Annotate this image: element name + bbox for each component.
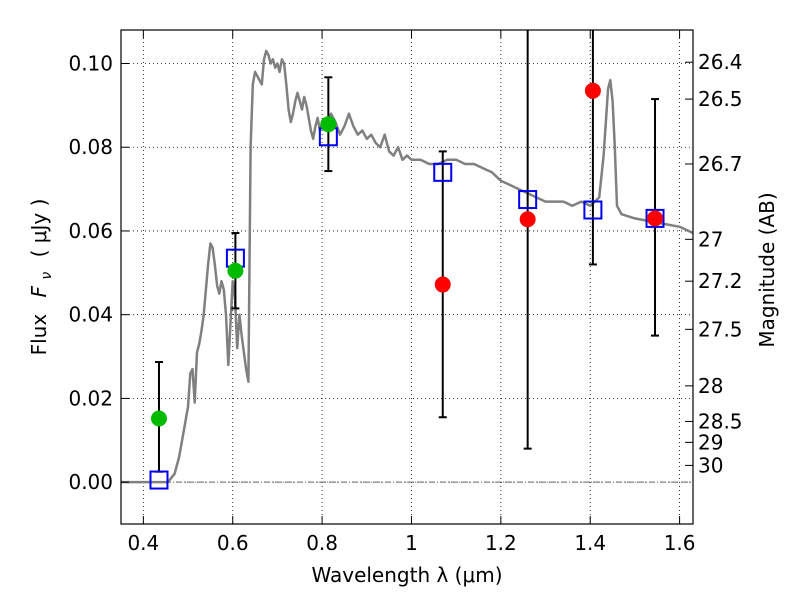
right-tick-label-9: 30 xyxy=(698,453,723,477)
right-tick-label-3: 27 xyxy=(698,227,723,251)
y-axis-label-unit: ( μJy ) xyxy=(27,199,51,258)
y-tick-label-0: 0.00 xyxy=(68,470,113,494)
observed-flux-point-3 xyxy=(434,276,451,293)
y-tick-label-5: 0.10 xyxy=(68,51,113,75)
observed-flux-point-4 xyxy=(519,211,536,228)
x-tick-label-3: 1 xyxy=(405,531,418,555)
x-axis-label: Wavelength λ (μm) xyxy=(311,563,502,587)
model-photometry-square-0 xyxy=(149,470,169,490)
y-tick-label-2: 0.04 xyxy=(68,303,113,327)
y-tick-labels: 0.00 0.02 0.04 0.06 0.08 0.10 xyxy=(68,51,113,494)
observed-flux-point-0 xyxy=(150,410,167,427)
model-photometry-square-5 xyxy=(583,200,603,220)
x-tick-labels: 0.4 0.6 0.8 1 1.2 1.4 1.6 xyxy=(127,531,695,555)
right-tick-label-7: 28.5 xyxy=(698,409,743,433)
x-tick-label-0: 0.4 xyxy=(127,531,159,555)
right-tick-label-2: 26.7 xyxy=(698,152,743,176)
y-tick-label-4: 0.08 xyxy=(68,135,113,159)
model-photometry-square-4 xyxy=(518,190,538,210)
right-tick-label-6: 28 xyxy=(698,374,723,398)
model-photometry-square-3 xyxy=(433,162,453,182)
markers-layer xyxy=(149,82,665,490)
x-tick-label-6: 1.6 xyxy=(664,531,696,555)
x-tick-label-5: 1.4 xyxy=(574,531,606,555)
observed-flux-point-6 xyxy=(647,210,664,227)
observed-flux-point-2 xyxy=(320,116,337,133)
x-tick-label-2: 0.8 xyxy=(306,531,338,555)
y-axis-label-subscript: ν xyxy=(39,272,55,280)
model-photometry-square-6 xyxy=(645,208,665,228)
right-tick-label-5: 27.5 xyxy=(698,317,743,341)
right-axis-label: Magnitude (AB) xyxy=(755,192,779,347)
y-axis-label-symbol: F xyxy=(27,285,51,297)
right-tick-label-4: 27.2 xyxy=(698,269,743,293)
y-axis-label-prefix: Flux xyxy=(27,314,51,356)
axis-ticks xyxy=(121,30,693,524)
svg-text:Flux F ν (: Flux F ν ( μJy ) xyxy=(27,199,56,356)
y-axis-label: Flux F ν ( μJy ) xyxy=(27,199,56,356)
observed-flux-point-1 xyxy=(227,262,244,279)
x-tick-label-1: 0.6 xyxy=(217,531,249,555)
observed-flux-point-5 xyxy=(584,82,601,99)
right-tick-label-8: 29 xyxy=(698,430,723,454)
y-tick-label-1: 0.02 xyxy=(68,386,113,410)
right-tick-label-0: 26.4 xyxy=(698,50,743,74)
right-tick-label-1: 26.5 xyxy=(698,87,743,111)
y-tick-label-3: 0.06 xyxy=(68,219,113,243)
plot-frame xyxy=(120,29,694,525)
x-tick-label-4: 1.2 xyxy=(485,531,517,555)
